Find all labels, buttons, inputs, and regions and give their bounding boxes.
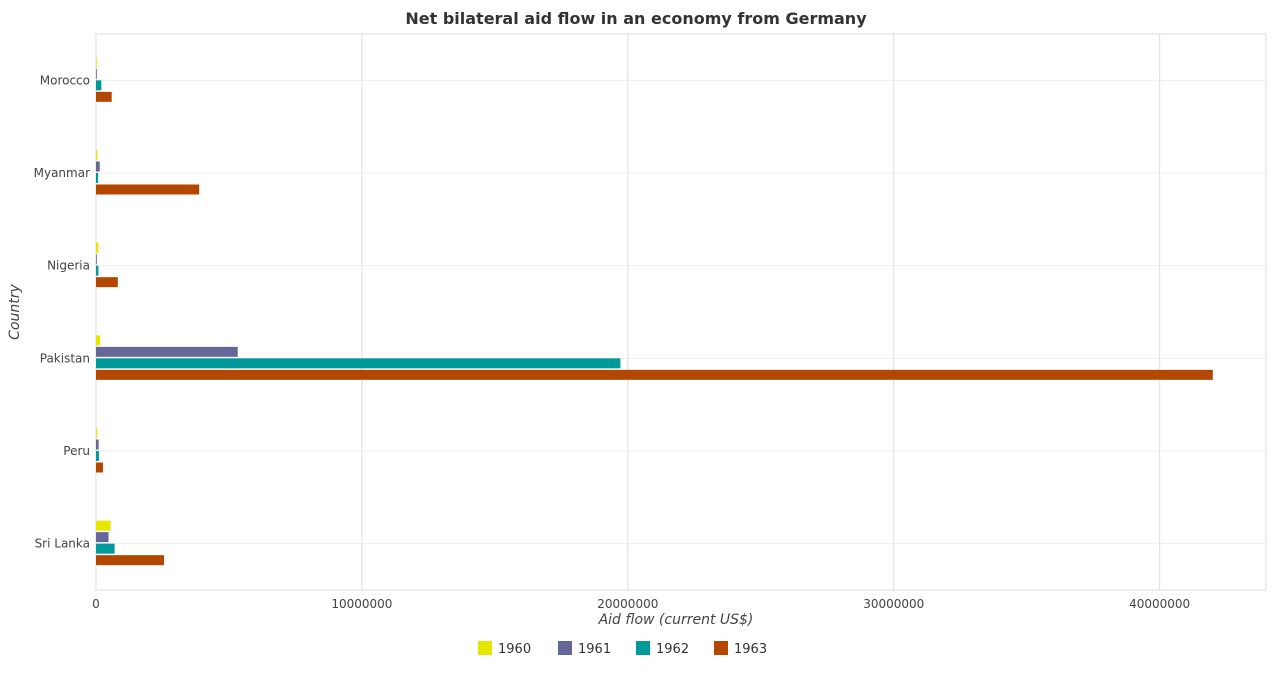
bar-1961-nigeria [96, 254, 97, 265]
x-tick-label: 40000000 [1129, 597, 1190, 611]
bar-1963-nigeria [96, 277, 118, 288]
grid-layer [95, 33, 1267, 591]
y-tick-label: Nigeria [47, 259, 90, 273]
legend-swatch-1963 [714, 641, 728, 655]
bar-1962-nigeria [96, 265, 99, 276]
axis-layer: 0 10000000 20000000 30000000 40000000 Morocco… [34, 73, 1191, 611]
bar-1960-peru [96, 428, 98, 438]
legend-label-1960: 1960 [498, 642, 531, 657]
legend-swatch-1961 [558, 641, 572, 655]
x-tick-label: 10000000 [331, 597, 392, 611]
bar-1963-morocco [96, 91, 112, 102]
y-tick-label: Sri Lanka [35, 537, 90, 551]
y-tick-label: Morocco [40, 73, 90, 87]
bar-1961-sri-lanka [96, 532, 109, 543]
bar-1960-myanmar [96, 150, 98, 160]
bar-1962-myanmar [96, 173, 99, 183]
y-tick-label: Myanmar [34, 166, 90, 180]
bar-1963-peru [96, 462, 103, 473]
legend-swatch-1962 [636, 641, 650, 655]
bar-1963-sri-lanka [96, 555, 165, 566]
x-axis-title: Aid flow (current US$) [598, 612, 754, 628]
legend-label-1961: 1961 [578, 642, 611, 657]
plot-frame [95, 33, 1267, 591]
bar-1961-myanmar [96, 161, 100, 172]
bar-1963-myanmar [96, 184, 200, 195]
bar-1960-morocco [96, 57, 97, 68]
bar-1960-nigeria [96, 242, 99, 253]
bar-1962-morocco [96, 80, 102, 91]
bar-1960-pakistan [96, 335, 101, 346]
legend: 1960 1961 1962 1963 [478, 641, 767, 657]
bar-1962-sri-lanka [96, 543, 115, 554]
y-tick-label: Pakistan [40, 351, 90, 365]
x-tick-label: 20000000 [597, 597, 658, 611]
x-tick-label: 30000000 [863, 597, 924, 611]
bar-1962-peru [96, 451, 99, 461]
bar-1961-morocco [96, 68, 97, 79]
bars-layer [96, 57, 1213, 566]
chart-title: Net bilateral aid flow in an economy fro… [405, 9, 867, 28]
legend-label-1963: 1963 [734, 642, 767, 657]
x-tick-label: 0 [92, 597, 100, 611]
legend-label-1962: 1962 [656, 642, 689, 657]
y-axis-title: Country [7, 283, 23, 339]
bar-1963-pakistan [96, 369, 1213, 380]
bar-1961-peru [96, 439, 99, 450]
bar-1960-sri-lanka [96, 520, 111, 531]
bar-1961-pakistan [96, 346, 238, 357]
legend-swatch-1960 [478, 641, 492, 655]
y-tick-label: Peru [63, 444, 90, 458]
bar-1962-pakistan [96, 358, 621, 369]
